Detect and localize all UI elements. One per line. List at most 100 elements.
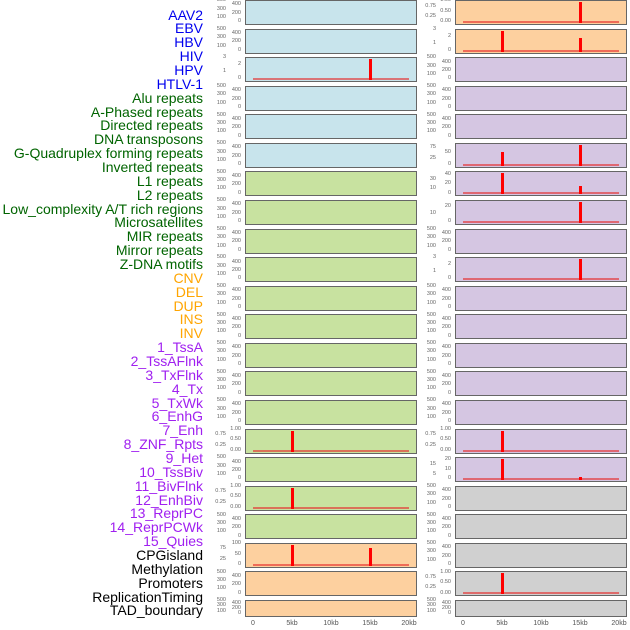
track-label: HBV	[174, 34, 203, 51]
track-panel	[245, 285, 417, 311]
baseline-segment	[463, 21, 619, 23]
y-tick-label: 500	[426, 225, 436, 232]
y-tick-label: 500	[216, 0, 226, 4]
track-panel	[455, 314, 627, 340]
y-tick-label: 200	[231, 152, 241, 159]
y-tick-label: 200	[441, 295, 451, 302]
spike-bar	[500, 573, 504, 595]
y-tick-label: 300	[426, 119, 436, 126]
baseline-segment	[253, 506, 409, 509]
y-tick-label: 0	[447, 161, 451, 168]
y-tick-label: 3	[432, 25, 436, 32]
y-tick-label: 500	[216, 454, 226, 461]
y-tick-label: 1.00	[230, 425, 241, 432]
x-tick-label: 0	[251, 620, 255, 627]
y-tick-label: 500	[426, 540, 436, 547]
y-tick-label: 500	[216, 368, 226, 375]
y-tick-label: 300	[426, 91, 436, 98]
track-label: Directed repeats	[100, 117, 203, 134]
y-tick-label: 400	[231, 515, 241, 522]
y-tick-label: 400	[441, 315, 451, 322]
spike-bar	[290, 487, 294, 509]
y-tick-label: 300	[426, 291, 436, 298]
track-panel	[455, 142, 627, 168]
y-tick-label: 300	[216, 319, 226, 326]
y-tick-label: 0.00	[230, 446, 241, 453]
y-tick-label: 500	[216, 397, 226, 404]
y-tick-label: 200	[231, 181, 241, 188]
y-tick-label: 400	[441, 230, 451, 236]
y-tick-label: 500	[216, 254, 226, 261]
y-tick-label: 400	[441, 544, 451, 551]
y-tick-label: 200	[231, 38, 241, 45]
y-tick-label: 100	[216, 156, 226, 163]
y-tick-label: 200	[231, 238, 241, 245]
y-tick-label: 0.50	[440, 436, 451, 443]
track-panel	[455, 571, 627, 597]
y-tick-label: 500	[216, 197, 226, 204]
spike-bar	[578, 201, 582, 223]
track-label: 8_ZNF_Rpts	[123, 436, 203, 453]
y-tick-label: 0.25	[425, 441, 436, 448]
track-panel	[245, 0, 417, 25]
y-tick-label: 400	[231, 30, 241, 37]
y-tick-label: 400	[231, 87, 241, 94]
y-tick-label: 1.00	[440, 425, 451, 432]
y-tick-label: 200	[441, 524, 451, 531]
y-tick-label: 0	[447, 132, 451, 139]
y-tick-label: 0.00	[440, 446, 451, 453]
y-tick-label: 200	[441, 409, 451, 416]
track-panel	[455, 257, 627, 283]
y-tick-label: 0.50	[440, 579, 451, 586]
y-tick-label: 400	[231, 599, 241, 606]
track-panel	[245, 171, 417, 197]
y-tick-label: 400	[441, 344, 451, 351]
y-tick-label: 0	[447, 610, 451, 617]
y-tick-label: 0	[237, 532, 241, 539]
y-tick-label: 0	[237, 275, 241, 282]
track-panel	[455, 171, 627, 197]
y-tick-label: 200	[231, 466, 241, 473]
y-tick-label: 75	[429, 143, 436, 150]
y-tick-label: 500	[216, 111, 226, 118]
track-panel	[245, 142, 417, 168]
y-tick-label: 100	[426, 414, 436, 421]
y-tick-label: 0	[237, 332, 241, 339]
x-tick-label: 5kb	[286, 620, 298, 627]
y-tick-label: 400	[231, 572, 241, 579]
track-panel	[245, 342, 417, 368]
y-tick-label: 500	[216, 311, 226, 318]
y-tick-label: 100	[426, 242, 436, 249]
x-tick-label: 10kb	[533, 620, 549, 627]
x-tick-label: 20kb	[401, 620, 417, 627]
y-tick-label: 500	[216, 282, 226, 289]
y-tick-label: 300	[426, 405, 436, 412]
spike-bar	[500, 151, 504, 166]
y-tick-label: 0	[237, 475, 241, 482]
track-panel	[245, 199, 417, 225]
track-label: DNA transposons	[94, 131, 203, 148]
track-panel	[455, 342, 627, 368]
track-label: Inverted repeats	[101, 158, 203, 175]
y-tick-label: 0	[237, 561, 241, 568]
y-tick-label: 500	[426, 282, 436, 289]
y-tick-label: 200	[441, 552, 451, 559]
y-tick-label: 200	[231, 266, 241, 273]
track-label: L2 repeats	[136, 186, 203, 203]
y-tick-label: 300	[216, 519, 226, 526]
y-tick-label: 200	[441, 352, 451, 359]
track-panel	[455, 28, 627, 54]
track-panel	[245, 85, 417, 111]
y-tick-label: 3	[222, 54, 226, 61]
track-panel	[245, 314, 417, 340]
y-tick-label: 200	[441, 95, 451, 102]
y-tick-label: 10	[444, 465, 451, 472]
y-tick-label: 0.75	[425, 431, 436, 438]
y-tick-label: 400	[231, 115, 241, 122]
y-tick-label: 1.00	[230, 482, 241, 489]
y-tick-label: 300	[216, 177, 226, 184]
y-tick-label: 0	[447, 503, 451, 510]
track-label: 12_EnhBiv	[135, 491, 203, 508]
y-tick-label: 300	[216, 5, 226, 12]
y-tick-label: 300	[216, 91, 226, 98]
